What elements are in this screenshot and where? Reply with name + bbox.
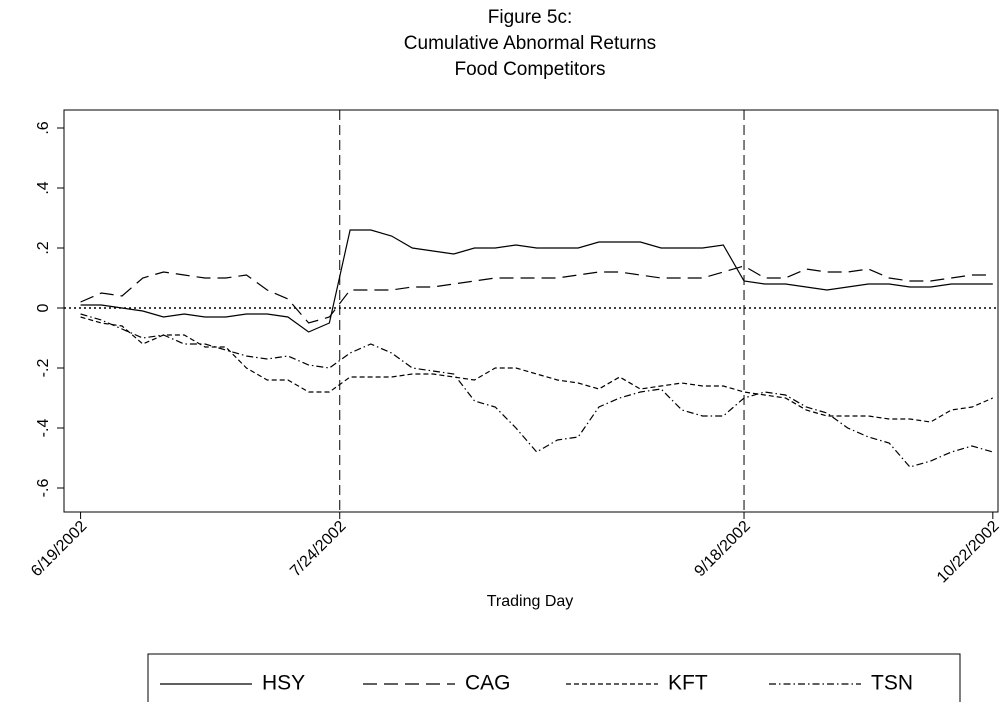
series-line (80, 316, 994, 423)
x-tick-label: 9/18/2002 (691, 518, 753, 580)
chart-title: Cumulative Abnormal Returns (404, 33, 656, 54)
y-tick-label: .6 (35, 121, 52, 134)
legend-box (147, 653, 961, 702)
y-tick-label: .2 (35, 241, 52, 254)
x-tick-label: 10/22/2002 (934, 518, 1003, 587)
plot-frame (63, 109, 999, 513)
y-tick-label: .4 (35, 181, 52, 194)
y-tick-label: -.4 (35, 419, 52, 438)
x-axis-label: Trading Day (487, 593, 574, 610)
x-tick-label: 7/24/2002 (287, 518, 349, 580)
legend-label: KFT (668, 672, 708, 695)
series-line (80, 265, 993, 324)
series-line (80, 313, 993, 468)
series-line (80, 229, 993, 333)
chart-title: Food Competitors (454, 59, 605, 80)
legend-label: TSN (871, 672, 913, 695)
x-tick-label: 6/19/2002 (28, 518, 90, 580)
y-tick-label: -.2 (35, 359, 52, 378)
legend-label: CAG (465, 672, 511, 695)
chart-title: Figure 5c: (488, 7, 572, 28)
y-tick-label: 0 (35, 303, 52, 312)
y-tick-label: -.6 (35, 479, 52, 498)
legend-label: HSY (262, 672, 305, 695)
